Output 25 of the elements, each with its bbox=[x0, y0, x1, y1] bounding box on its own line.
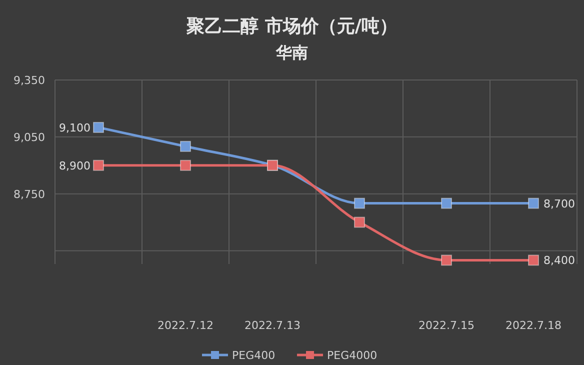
chart-subtitle: 华南 bbox=[275, 43, 308, 62]
point bbox=[93, 122, 104, 133]
y-tick-label: 8,750 bbox=[14, 188, 45, 201]
x-tick-label: 2022.7.12 bbox=[158, 319, 214, 332]
y-tick-label: 9,350 bbox=[14, 74, 45, 87]
point bbox=[354, 198, 365, 209]
point bbox=[180, 160, 191, 171]
point bbox=[180, 140, 191, 152]
point bbox=[441, 254, 452, 266]
x-tick-label: 2022.7.18 bbox=[506, 319, 562, 332]
legend-label: PEG4000 bbox=[327, 349, 378, 362]
point bbox=[354, 216, 365, 228]
chart-title: 聚乙二醇 市场价（元/吨） bbox=[186, 16, 398, 37]
x-tick-label: 2022.7.15 bbox=[418, 319, 474, 332]
data-label: 8,400 bbox=[544, 254, 575, 268]
legend-label: PEG400 bbox=[232, 349, 276, 362]
point bbox=[93, 160, 104, 171]
point bbox=[528, 254, 539, 266]
data-label: 9,100 bbox=[59, 121, 90, 134]
data-label: 8,700 bbox=[544, 197, 575, 210]
data-label: 8,900 bbox=[59, 159, 90, 172]
point bbox=[441, 198, 452, 209]
x-tick-label: 2022.7.13 bbox=[244, 319, 300, 332]
point bbox=[528, 198, 539, 209]
y-tick-label: 9,050 bbox=[14, 130, 45, 144]
